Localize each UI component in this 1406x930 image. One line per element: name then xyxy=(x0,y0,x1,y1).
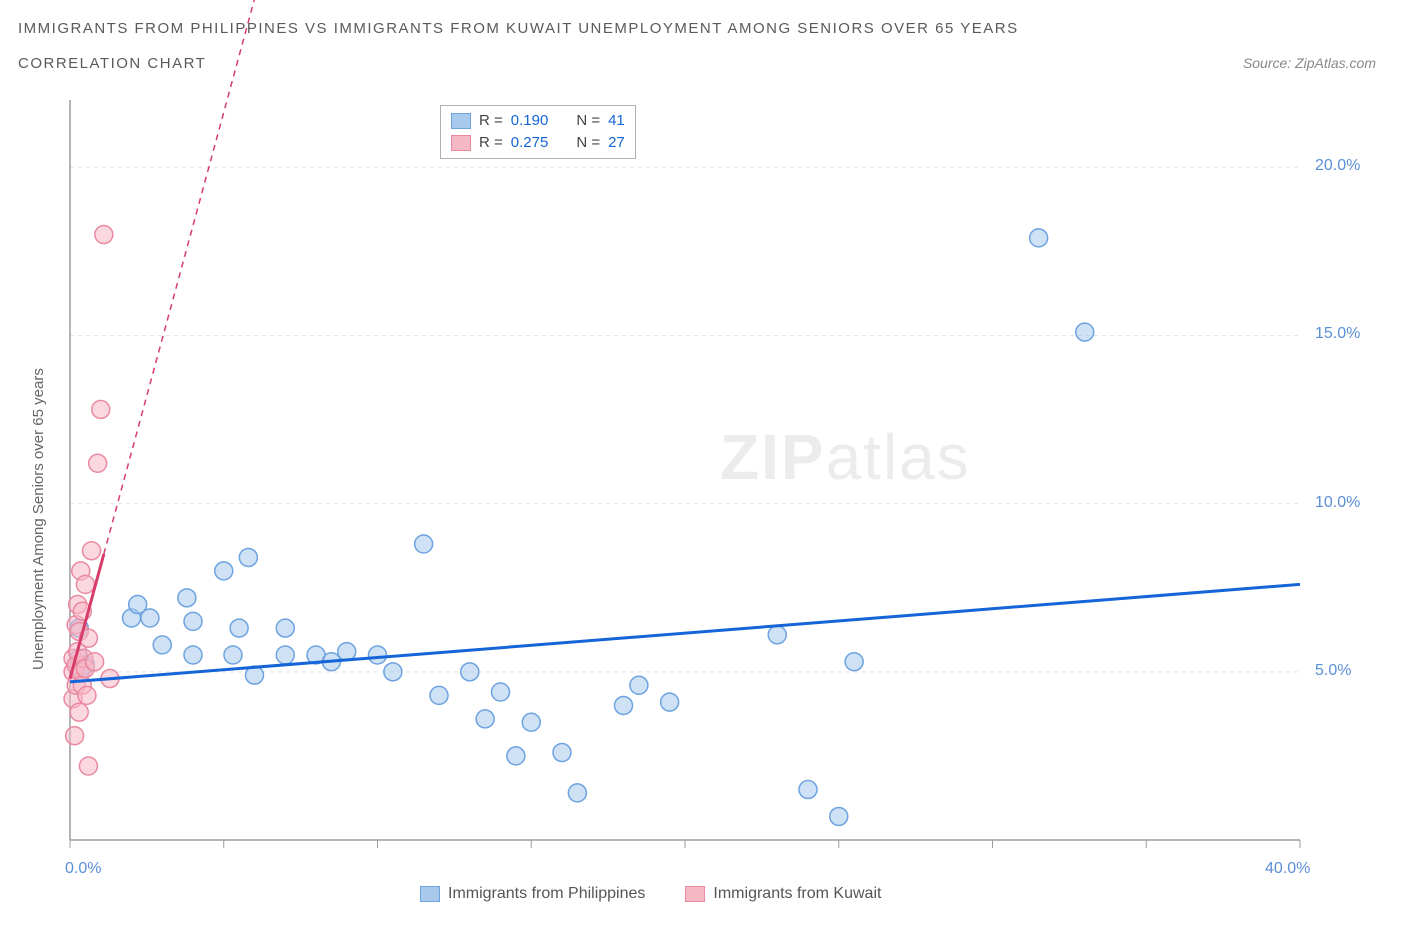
legend-r-value: 0.190 xyxy=(511,110,549,132)
legend-r-label: R = xyxy=(479,132,503,154)
series-legend-item: Immigrants from Kuwait xyxy=(685,885,881,903)
y-tick: 5.0% xyxy=(1315,662,1351,680)
correlation-scatter-chart xyxy=(0,0,1406,930)
legend-box: R = 0.190 N = 41 R = 0.275 N = 27 xyxy=(440,105,636,159)
y-tick: 15.0% xyxy=(1315,325,1360,343)
legend-row: R = 0.275 N = 27 xyxy=(451,132,625,154)
legend-swatch xyxy=(451,113,471,129)
y-tick: 20.0% xyxy=(1315,157,1360,175)
series-legend-label: Immigrants from Philippines xyxy=(448,885,645,903)
legend-n-value: 41 xyxy=(608,110,625,132)
legend-swatch xyxy=(420,886,440,902)
legend-n-label: N = xyxy=(576,110,600,132)
y-tick: 10.0% xyxy=(1315,494,1360,512)
legend-r-label: R = xyxy=(479,110,503,132)
legend-r-value: 0.275 xyxy=(511,132,549,154)
legend-n-label: N = xyxy=(576,132,600,154)
series-legend: Immigrants from Philippines Immigrants fr… xyxy=(420,885,881,903)
x-tick: 40.0% xyxy=(1265,860,1310,878)
legend-n-value: 27 xyxy=(608,132,625,154)
legend-swatch xyxy=(685,886,705,902)
x-tick: 0.0% xyxy=(65,860,101,878)
series-legend-item: Immigrants from Philippines xyxy=(420,885,645,903)
legend-swatch xyxy=(451,135,471,151)
series-legend-label: Immigrants from Kuwait xyxy=(713,885,881,903)
legend-row: R = 0.190 N = 41 xyxy=(451,110,625,132)
